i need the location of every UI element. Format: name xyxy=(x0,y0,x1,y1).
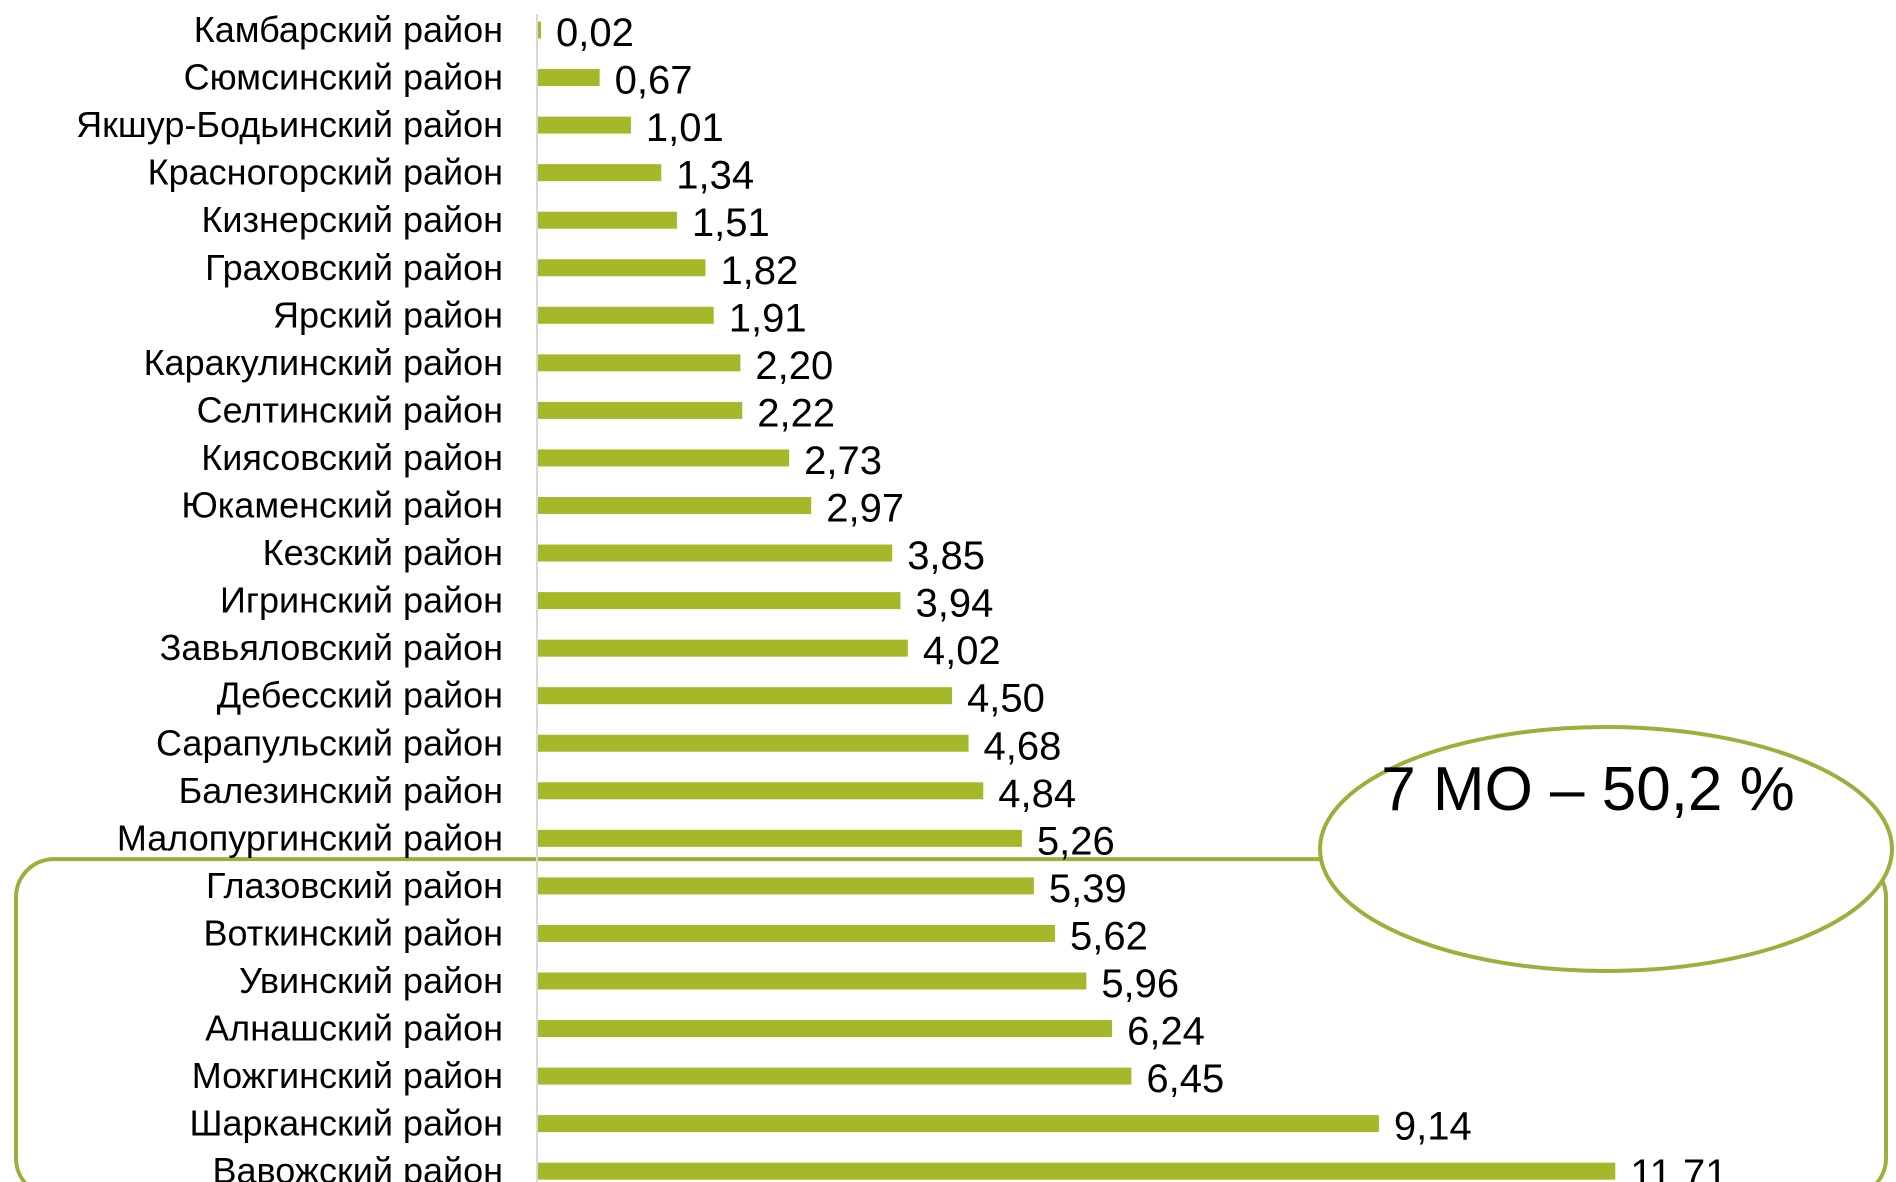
value-label-24: 9,14 xyxy=(1394,1105,1472,1149)
category-label-11: Юкаменский район xyxy=(181,485,503,526)
category-label-19: Глазовский район xyxy=(206,865,503,906)
category-label-25: Вавожский район xyxy=(213,1150,503,1182)
bar-22 xyxy=(538,1020,1112,1037)
value-label-9: 2,22 xyxy=(757,391,835,435)
category-label-2: Сюмсинский район xyxy=(184,57,503,98)
value-label-3: 1,01 xyxy=(646,106,724,150)
category-label-22: Алнашский район xyxy=(205,1008,503,1049)
category-label-9: Селтинский район xyxy=(197,389,503,430)
value-label-20: 5,62 xyxy=(1070,914,1148,958)
category-label-7: Ярский район xyxy=(273,294,503,335)
bar-20 xyxy=(538,925,1055,942)
value-label-22: 6,24 xyxy=(1127,1010,1205,1054)
bar-1 xyxy=(538,22,541,39)
value-label-15: 4,50 xyxy=(967,677,1045,721)
bar-9 xyxy=(538,402,742,419)
value-label-17: 4,84 xyxy=(998,772,1076,816)
category-label-23: Можгинский район xyxy=(192,1055,503,1096)
value-label-11: 2,97 xyxy=(826,487,904,531)
bar-21 xyxy=(538,973,1086,990)
category-label-5: Кизнерский район xyxy=(201,199,503,240)
value-label-23: 6,45 xyxy=(1146,1057,1224,1101)
category-label-6: Граховский район xyxy=(205,247,503,288)
value-label-7: 1,91 xyxy=(729,296,807,340)
category-label-3: Якшур-Бодьинский район xyxy=(76,104,503,145)
category-label-10: Киясовский район xyxy=(201,437,503,478)
bar-14 xyxy=(538,640,908,657)
bar-10 xyxy=(538,449,789,466)
bar-23 xyxy=(538,1068,1131,1085)
category-label-1: Камбарский район xyxy=(194,9,503,50)
bar-16 xyxy=(538,735,969,752)
category-label-16: Сарапульский район xyxy=(156,722,503,763)
bar-7 xyxy=(538,307,714,324)
value-label-25: 11,71 xyxy=(1630,1152,1727,1182)
bar-15 xyxy=(538,687,952,704)
value-label-13: 3,94 xyxy=(915,582,993,626)
category-label-13: Игринский район xyxy=(220,580,503,621)
value-label-14: 4,02 xyxy=(923,629,1001,673)
bar-6 xyxy=(538,259,705,276)
category-label-24: Шарканский район xyxy=(189,1103,503,1144)
bar-17 xyxy=(538,782,983,799)
bar-13 xyxy=(538,592,900,609)
bar-8 xyxy=(538,354,740,371)
bar-3 xyxy=(538,117,631,134)
bar-18 xyxy=(538,830,1022,847)
value-label-12: 3,85 xyxy=(907,534,985,578)
bar-11 xyxy=(538,497,811,514)
value-label-2: 0,67 xyxy=(615,59,693,103)
bar-5 xyxy=(538,212,677,229)
value-label-18: 5,26 xyxy=(1037,819,1115,863)
value-label-5: 1,51 xyxy=(692,201,770,245)
value-label-4: 1,34 xyxy=(676,154,754,198)
value-label-19: 5,39 xyxy=(1049,867,1127,911)
value-label-16: 4,68 xyxy=(984,724,1062,768)
category-label-18: Малопургинский район xyxy=(117,817,503,858)
category-label-8: Каракулинский район xyxy=(144,342,503,383)
category-label-15: Дебесский район xyxy=(217,675,503,716)
category-label-20: Воткинский район xyxy=(204,912,504,953)
category-label-12: Кезский район xyxy=(263,532,503,573)
value-label-1: 0,02 xyxy=(556,11,634,55)
bar-4 xyxy=(538,164,661,181)
value-label-21: 5,96 xyxy=(1101,962,1179,1006)
category-label-17: Балезинский район xyxy=(179,770,503,811)
value-label-6: 1,82 xyxy=(720,249,798,293)
category-label-4: Красногорский район xyxy=(148,152,503,193)
callout-text: 7 МО – 50,2 % xyxy=(1381,755,1795,824)
bar-24 xyxy=(538,1115,1379,1132)
bar-25 xyxy=(538,1163,1615,1180)
bar-12 xyxy=(538,545,892,562)
category-label-14: Завьяловский район xyxy=(160,627,503,668)
category-label-21: Увинский район xyxy=(239,960,503,1001)
bar-2 xyxy=(538,69,600,86)
value-label-8: 2,20 xyxy=(755,344,833,388)
value-label-10: 2,73 xyxy=(804,439,882,483)
bar-19 xyxy=(538,877,1034,894)
